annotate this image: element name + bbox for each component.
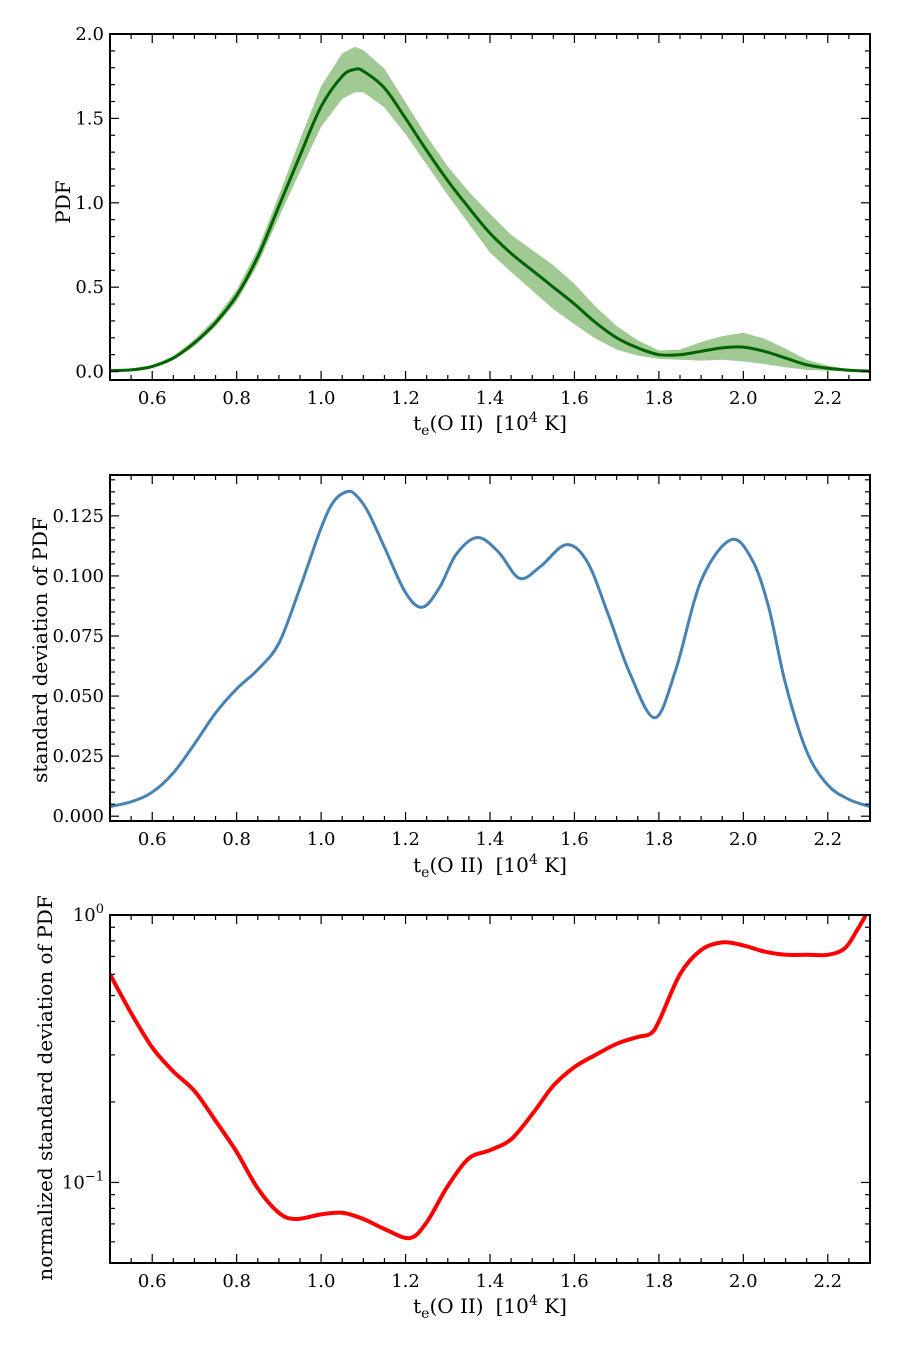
x-tick-label: 1.2: [391, 1271, 420, 1292]
x-tick-label: 2.0: [729, 388, 758, 409]
y-tick-label: 0.050: [52, 686, 104, 707]
x-tick-label: 1.0: [307, 829, 336, 850]
axes-frame-norm-std: [110, 915, 870, 1263]
panel-norm-std-xlabel: te(O II) [104 K]: [413, 1293, 567, 1322]
x-tick-label: 1.8: [645, 1271, 674, 1292]
x-tick-label: 1.4: [476, 1271, 505, 1292]
plot-area-norm-std: [110, 915, 866, 1238]
y-tick-label: 0.125: [52, 506, 104, 527]
x-tick-label: 1.2: [391, 829, 420, 850]
uncertainty-band-pdf: [110, 47, 870, 372]
x-tick-label: 1.8: [645, 388, 674, 409]
series-line-std: [110, 491, 870, 806]
x-tick-label: 2.2: [813, 388, 842, 409]
y-tick-label: 1.5: [75, 108, 104, 129]
series-line-norm-std: [110, 915, 866, 1238]
x-tick-label: 1.0: [307, 388, 336, 409]
x-tick-label: 0.6: [138, 388, 167, 409]
y-tick-label: 10−1: [62, 1169, 104, 1193]
x-tick-label: 0.8: [222, 829, 251, 850]
x-tick-label: 1.0: [307, 1271, 336, 1292]
x-tick-label: 0.6: [138, 1271, 167, 1292]
x-tick-label: 1.4: [476, 829, 505, 850]
panel-std-ylabel: standard deviation of PDF: [28, 517, 52, 783]
y-tick-label: 0.000: [52, 806, 104, 827]
y-tick-label: 100: [73, 902, 104, 926]
plot-area-std: [110, 491, 870, 806]
x-tick-label: 1.6: [560, 388, 589, 409]
axes-frame-pdf: [110, 34, 870, 380]
axes-frame-std: [110, 475, 870, 821]
y-tick-label: 0.025: [52, 746, 104, 767]
panel-std: standard deviation of PDF te(O II) [104 K…: [28, 475, 870, 881]
y-tick-label: 0.5: [75, 277, 104, 298]
x-tick-label: 1.8: [645, 829, 674, 850]
x-tick-label: 0.6: [138, 829, 167, 850]
y-tick-label: 0.0: [75, 362, 104, 383]
x-tick-label: 1.6: [560, 829, 589, 850]
x-tick-label: 2.2: [813, 829, 842, 850]
panel-pdf: PDF te(O II) [104 K] 0.6 0.8 1.0 1.2 1.4 1.6 1.…: [51, 24, 870, 439]
panel-std-xlabel: te(O II) [104 K]: [413, 852, 567, 881]
plot-area-pdf: [110, 47, 870, 372]
y-tick-label: 1.0: [75, 193, 104, 214]
x-tick-label: 1.2: [391, 388, 420, 409]
x-tick-label: 1.4: [476, 388, 505, 409]
y-tick-label: 0.075: [52, 626, 104, 647]
x-tick-label: 0.8: [222, 388, 251, 409]
panel-pdf-xlabel: te(O II) [104 K]: [413, 410, 567, 439]
panel-norm-std-ylabel: normalized standard deviation of PDF: [33, 895, 57, 1281]
panel-pdf-ylabel: PDF: [51, 180, 75, 223]
figure: PDF te(O II) [104 K] 0.6 0.8 1.0 1.2 1.4 1.6 1.…: [0, 0, 899, 1348]
y-tick-label: 0.100: [52, 566, 104, 587]
x-tick-label: 1.6: [560, 1271, 589, 1292]
x-tick-label: 2.2: [813, 1271, 842, 1292]
x-tick-label: 2.0: [729, 1271, 758, 1292]
panel-norm-std: normalized standard deviation of PDF te(…: [33, 895, 870, 1322]
x-tick-label: 0.8: [222, 1271, 251, 1292]
x-tick-label: 2.0: [729, 829, 758, 850]
y-tick-label: 2.0: [75, 24, 104, 45]
